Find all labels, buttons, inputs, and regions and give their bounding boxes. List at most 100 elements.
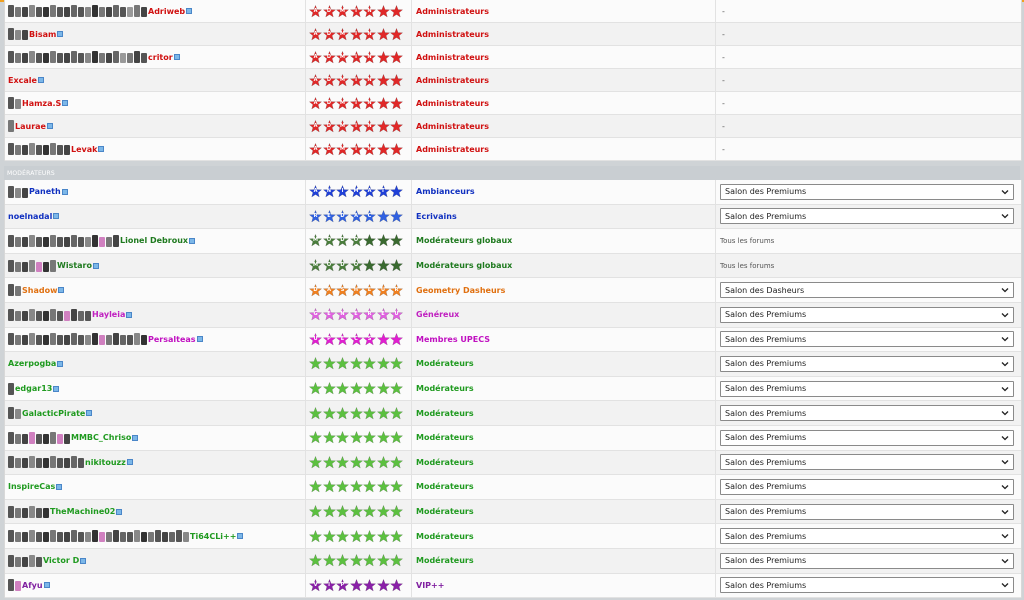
calculator-icon — [29, 431, 35, 444]
username-link[interactable]: Bisam — [29, 29, 57, 39]
username-link[interactable]: Afyu — [22, 580, 43, 590]
calculator-badges — [8, 284, 22, 297]
calculator-icon — [57, 532, 63, 543]
star-icon — [390, 4, 403, 18]
calculator-icon — [106, 335, 112, 346]
rank-stars — [309, 382, 404, 395]
forum-select[interactable]: Salon des Dasheurs — [720, 282, 1014, 299]
username-link[interactable]: Shadow — [22, 285, 58, 295]
star-icon — [349, 431, 363, 444]
calculator-icon — [106, 532, 112, 543]
star-icon — [376, 234, 390, 248]
user-cell: nikitouzz — [5, 451, 305, 475]
table-row: TheMachine02 Modérateurs Salon des Premium… — [5, 499, 1021, 525]
calculator-icon — [15, 556, 21, 567]
username-link[interactable]: critor — [148, 52, 173, 62]
calculator-icon — [50, 333, 56, 346]
forum-select[interactable]: Salon des Premiums — [720, 183, 1014, 200]
username-link[interactable]: Hamza.S — [22, 98, 62, 108]
forum-value: - — [722, 144, 725, 154]
username-link[interactable]: noelnadal — [8, 211, 53, 221]
star-icon — [390, 234, 403, 248]
forum-select[interactable]: Salon des Premiums — [720, 478, 1014, 495]
username-link[interactable]: TheMachine02 — [50, 507, 116, 517]
forum-value: Tous les forums — [720, 236, 775, 245]
calculator-badges — [8, 5, 148, 17]
star-icon: M — [336, 119, 349, 133]
username-link[interactable]: Excale — [8, 75, 37, 85]
star-icon: N — [363, 27, 376, 41]
forum-select[interactable]: Salon des Premiums — [720, 331, 1014, 348]
forum-select[interactable]: Salon des Premiums — [720, 208, 1014, 225]
table-row: Lionel Debroux M O D O Modérateurs globaux Tou… — [5, 229, 1021, 254]
star-icon: N — [363, 73, 376, 87]
calculator-icon — [43, 458, 49, 469]
forum-select[interactable]: Salon des Premiums — [720, 454, 1014, 471]
chevron-down-icon — [1001, 188, 1009, 196]
forum-select[interactable]: Salon des Premiums — [720, 380, 1014, 397]
username-link[interactable]: Lionel Debroux — [120, 236, 189, 246]
username-link[interactable]: Adriweb — [148, 6, 186, 16]
rank-label: Administrateurs — [411, 23, 715, 45]
forum-select[interactable]: Salon des Premiums — [720, 503, 1014, 520]
username-link[interactable]: Hayleia — [92, 310, 126, 320]
username-link[interactable]: Laurae — [15, 121, 46, 131]
calculator-badges — [8, 407, 22, 420]
forum-select-value: Salon des Premiums — [725, 580, 807, 590]
forum-select[interactable]: Salon des Premiums — [720, 355, 1014, 372]
username-link[interactable]: nikitouzz — [85, 457, 126, 467]
calculator-icon — [64, 310, 70, 321]
username-link[interactable]: Victor D — [43, 556, 80, 566]
username-link[interactable]: edgar13 — [15, 384, 53, 394]
username-link[interactable]: Paneth — [29, 187, 61, 197]
username-link[interactable]: GalacticPirate — [22, 408, 86, 418]
username-link[interactable]: Persalteas — [148, 334, 196, 344]
username-link[interactable]: Wistaro — [57, 261, 92, 271]
calculator-icon — [85, 53, 91, 63]
username-link[interactable]: Azerpogba — [8, 359, 57, 369]
star-icon — [363, 406, 376, 420]
forum-select[interactable]: Salon des Premiums — [720, 306, 1014, 323]
username-link[interactable]: Levak — [71, 144, 98, 154]
user-cell: critor — [5, 46, 305, 68]
user-cell: TheMachine02 — [5, 500, 305, 524]
star-icon — [376, 505, 390, 518]
calculator-icon — [36, 335, 42, 346]
forum-select[interactable]: Salon des Premiums — [720, 429, 1014, 446]
calculator-icon — [29, 259, 35, 272]
forum-cell: Salon des Premiums — [715, 401, 1021, 425]
star-icon: U — [309, 332, 322, 346]
calculator-icon — [127, 335, 133, 346]
star-icon — [363, 480, 376, 493]
table-row: nikitouzz Modérateurs Salon des Premiums — [5, 450, 1021, 476]
username-link[interactable]: Ti64CLi++ — [190, 531, 237, 541]
username-link[interactable]: MMBC_Chriso — [71, 433, 132, 443]
calculator-icon — [50, 143, 56, 155]
forum-select[interactable]: Salon des Premiums — [720, 552, 1014, 569]
forum-select[interactable]: Salon des Premiums — [720, 405, 1014, 422]
forum-select-value: Salon des Premiums — [725, 457, 807, 467]
username-link[interactable]: InspireCas — [8, 482, 56, 492]
user-cell: Paneth — [5, 180, 305, 204]
forum-select[interactable]: Salon des Premiums — [720, 528, 1014, 545]
forum-cell: - — [715, 23, 1021, 45]
rank-label: Administrateurs — [411, 138, 715, 160]
star-icon — [390, 480, 403, 493]
star-icon — [309, 455, 322, 469]
star-icon — [349, 578, 363, 592]
star-icon: M — [309, 259, 322, 272]
forum-value: - — [722, 29, 725, 39]
forum-select[interactable]: Salon des Premiums — [720, 577, 1014, 594]
calculator-icon — [92, 5, 98, 17]
user-cell: Azerpogba — [5, 352, 305, 376]
star-icon — [336, 406, 349, 420]
online-status-icon — [86, 410, 93, 417]
rank-label: Administrateurs — [411, 0, 715, 22]
star-icon — [336, 529, 349, 543]
star-icon — [309, 431, 322, 444]
calculator-icon — [8, 333, 14, 346]
calculator-icon — [50, 234, 56, 247]
